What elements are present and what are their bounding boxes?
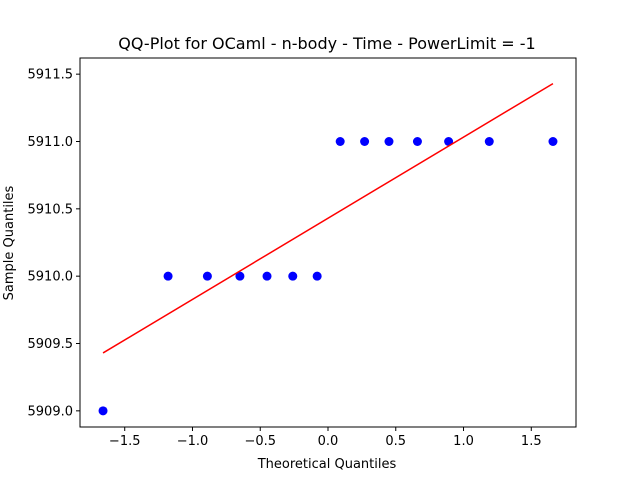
x-tick-label: −1.5 — [109, 434, 141, 449]
data-point — [163, 271, 173, 281]
x-tick-label: 1.0 — [453, 434, 474, 449]
data-point — [262, 271, 272, 281]
data-point — [235, 271, 245, 281]
data-point — [484, 136, 494, 146]
y-tick-label: 5911.0 — [28, 135, 74, 150]
x-tick-label: 0.5 — [385, 434, 406, 449]
data-point — [312, 271, 322, 281]
x-tick-label: −0.5 — [244, 434, 276, 449]
data-point — [384, 136, 394, 146]
reference-line — [102, 82, 554, 354]
data-point — [335, 136, 345, 146]
y-tick-label: 5910.5 — [28, 202, 74, 217]
data-point — [444, 136, 454, 146]
x-tick-label: 1.5 — [521, 434, 542, 449]
data-point — [98, 406, 108, 416]
y-tick-label: 5911.5 — [28, 68, 74, 83]
y-axis-label: Sample Quantiles — [2, 185, 17, 300]
x-axis-label: Theoretical Quantiles — [257, 457, 397, 472]
chart-title: QQ-Plot for OCaml - n-body - Time - Powe… — [118, 34, 535, 53]
y-tick-label: 5909.0 — [28, 404, 74, 419]
plot-frame — [79, 57, 577, 428]
data-point — [288, 271, 298, 281]
data-point — [412, 136, 422, 146]
plot-area — [98, 82, 558, 416]
data-point — [202, 271, 212, 281]
data-point — [360, 136, 370, 146]
y-tick-label: 5910.0 — [28, 270, 74, 285]
x-axis: −1.5 −1.0 −0.5 0.0 0.5 1.0 1.5 — [109, 427, 542, 449]
x-tick-label: −1.0 — [177, 434, 209, 449]
data-point — [548, 136, 558, 146]
y-axis: 5909.0 5909.5 5910.0 5910.5 5911.0 5911.5 — [28, 68, 80, 419]
y-tick-label: 5909.5 — [28, 337, 74, 352]
x-tick-label: 0.0 — [318, 434, 339, 449]
